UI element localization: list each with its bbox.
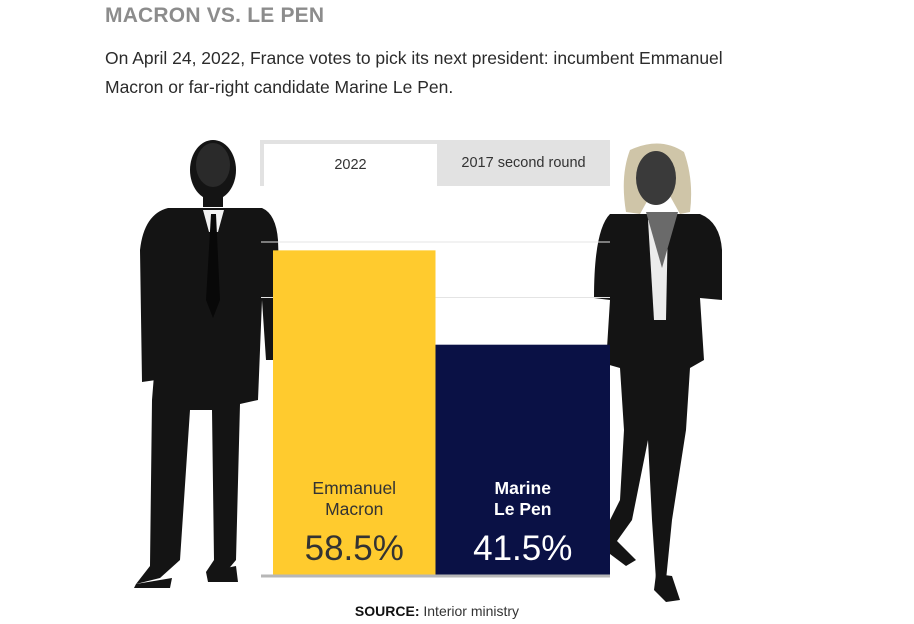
intro-text: On April 24, 2022, France votes to pick … <box>105 48 723 97</box>
source-note: SOURCE: Interior ministry <box>0 603 874 619</box>
source-text: Interior ministry <box>419 603 520 619</box>
page-title: MACRON VS. LE PEN <box>105 4 325 27</box>
tab-2017-second-round[interactable]: 2017 second round <box>461 155 586 171</box>
source-label: SOURCE: <box>354 603 420 619</box>
year-tabs: 2022 2017 second round <box>260 140 610 186</box>
tab-2022[interactable]: 2022 <box>264 144 437 186</box>
